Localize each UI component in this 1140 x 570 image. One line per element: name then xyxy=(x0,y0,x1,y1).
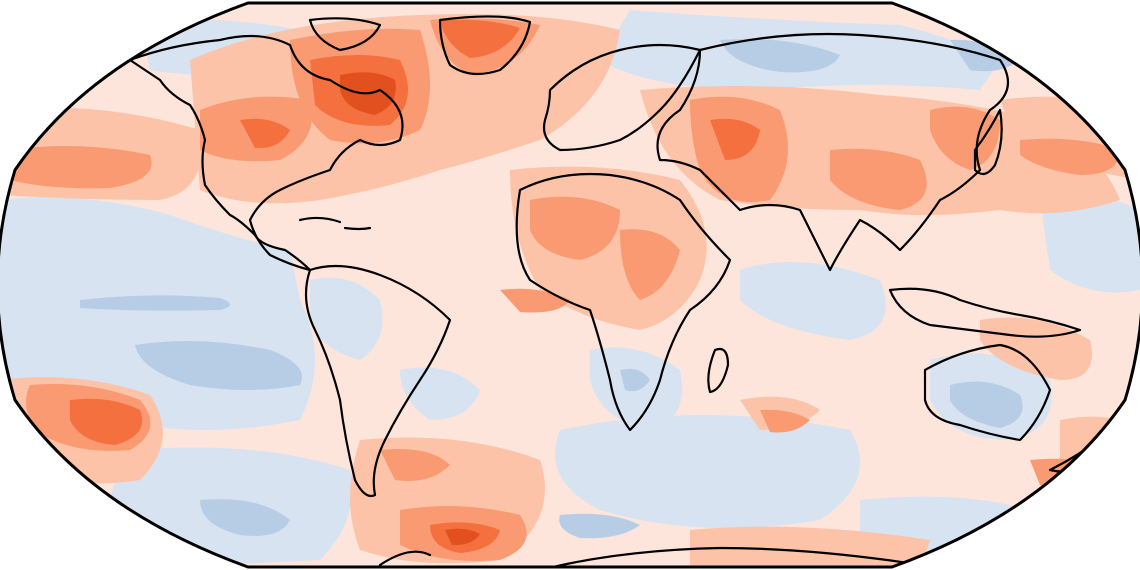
coastline-caribbean xyxy=(298,216,372,231)
coastline-australia xyxy=(923,343,1052,442)
coastline-madagascar xyxy=(707,347,730,394)
coastline-greenland xyxy=(438,15,532,76)
coastline-asia xyxy=(656,32,1010,272)
coastline-arctic-islands xyxy=(308,17,382,52)
coastline-antarctica xyxy=(378,546,942,567)
moderate-cool-regions xyxy=(80,39,1023,539)
coastline-europe xyxy=(542,43,702,152)
coastline-maritime-asia xyxy=(888,287,1082,338)
coastlines xyxy=(128,15,1108,567)
coastline-japan xyxy=(973,108,1003,176)
coastline-africa xyxy=(515,172,732,432)
coastline-north-america xyxy=(128,34,404,272)
coastline-south-america xyxy=(304,264,452,498)
